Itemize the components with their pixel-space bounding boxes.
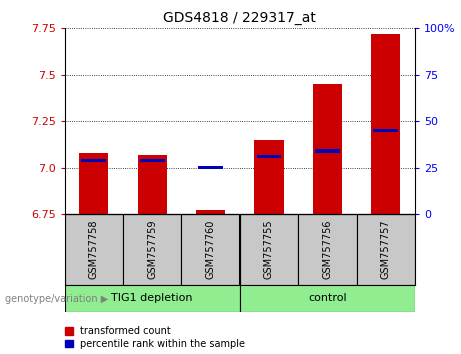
Bar <box>123 214 181 285</box>
Text: GSM757757: GSM757757 <box>381 220 391 279</box>
Bar <box>373 129 398 132</box>
Bar <box>196 211 225 214</box>
Bar <box>315 149 340 153</box>
Text: TIG1 depletion: TIG1 depletion <box>112 293 193 303</box>
Text: GSM757759: GSM757759 <box>147 220 157 279</box>
Title: GDS4818 / 229317_at: GDS4818 / 229317_at <box>163 11 316 24</box>
Text: GSM757756: GSM757756 <box>322 220 332 279</box>
Bar <box>140 159 165 162</box>
Bar <box>137 155 167 214</box>
Bar <box>81 159 106 162</box>
Bar <box>371 34 400 214</box>
Text: GSM757755: GSM757755 <box>264 220 274 279</box>
Text: genotype/variation ▶: genotype/variation ▶ <box>5 294 108 304</box>
Bar <box>240 214 298 285</box>
Bar <box>79 153 108 214</box>
Bar <box>313 84 342 214</box>
Bar <box>298 214 356 285</box>
Bar <box>65 214 123 285</box>
Text: GSM757760: GSM757760 <box>206 220 216 279</box>
Bar <box>256 155 281 158</box>
Bar <box>65 285 240 312</box>
Bar <box>198 166 223 169</box>
Bar <box>181 214 240 285</box>
Bar <box>240 285 415 312</box>
Legend: transformed count, percentile rank within the sample: transformed count, percentile rank withi… <box>65 326 245 349</box>
Bar <box>254 140 284 214</box>
Bar <box>356 214 415 285</box>
Text: control: control <box>308 293 347 303</box>
Text: GSM757758: GSM757758 <box>89 220 99 279</box>
